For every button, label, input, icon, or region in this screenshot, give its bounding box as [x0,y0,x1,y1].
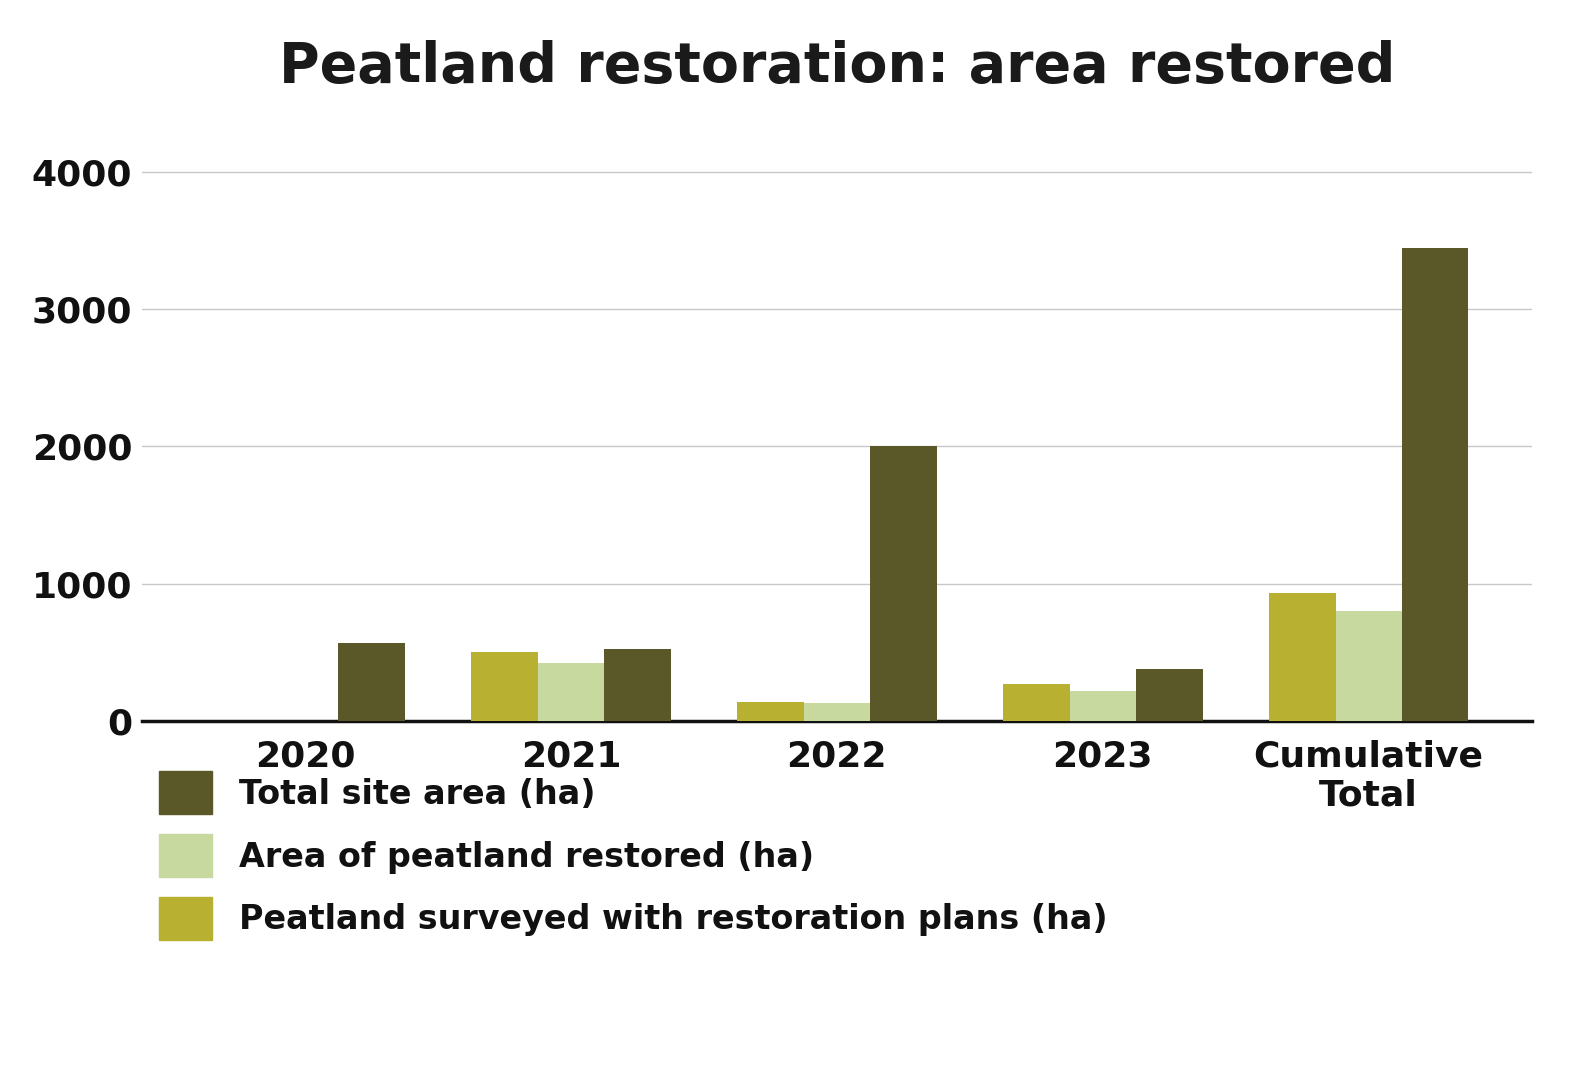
Bar [804,703,870,721]
Bar [1270,593,1336,721]
Bar [737,701,804,721]
Bar [1135,668,1203,721]
Title: Peatland restoration: area restored: Peatland restoration: area restored [278,40,1396,94]
Bar [1003,684,1069,721]
Bar [1069,690,1135,721]
Bar [870,447,936,721]
Bar [1336,612,1402,721]
Bar [1402,248,1468,721]
Legend: Total site area (ha), Area of peatland restored (ha), Peatland surveyed with res: Total site area (ha), Area of peatland r… [159,771,1107,940]
Bar [605,650,671,721]
Bar [538,663,605,721]
Bar [471,652,538,721]
Bar [338,642,404,721]
